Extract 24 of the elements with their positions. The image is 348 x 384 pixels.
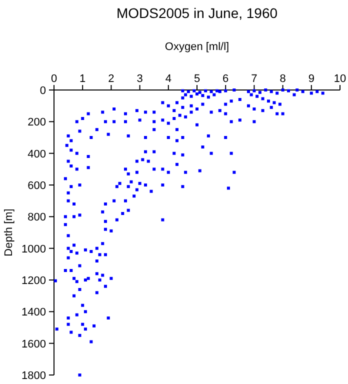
x-tick-label: 6 — [222, 73, 229, 85]
chart-title: MODS2005 in June, 1960 — [116, 5, 278, 21]
y-tick-label: 0 — [40, 85, 46, 97]
y-tick-label: 800 — [28, 212, 46, 224]
y-axis-title: Depth [m] — [3, 208, 15, 256]
y-tick-label: 1000 — [22, 243, 46, 256]
x-tick-label: 5 — [194, 73, 200, 85]
y-tick-label: 1200 — [22, 275, 46, 287]
x-tick-label: 7 — [251, 73, 258, 85]
x-tick-label: 9 — [308, 73, 314, 85]
y-tick-label: 600 — [28, 180, 46, 192]
x-tick-label: 3 — [136, 73, 143, 85]
x-tick-label: 0 — [50, 73, 58, 85]
y-tick-label: 400 — [28, 148, 46, 160]
y-tick-label: 200 — [28, 116, 46, 129]
y-tick-label: 1800 — [22, 370, 46, 382]
x-tick-label: 4 — [165, 73, 172, 85]
x-tick-label: 8 — [280, 73, 286, 85]
x-tick-label: 2 — [108, 73, 114, 85]
x-tick-label: 1 — [80, 73, 86, 85]
y-tick-label: 1600 — [22, 338, 46, 350]
x-tick-label: 10 — [334, 73, 346, 85]
y-tick-label: 1400 — [22, 306, 46, 319]
x-axis-title: Oxygen [ml/l] — [164, 41, 230, 53]
